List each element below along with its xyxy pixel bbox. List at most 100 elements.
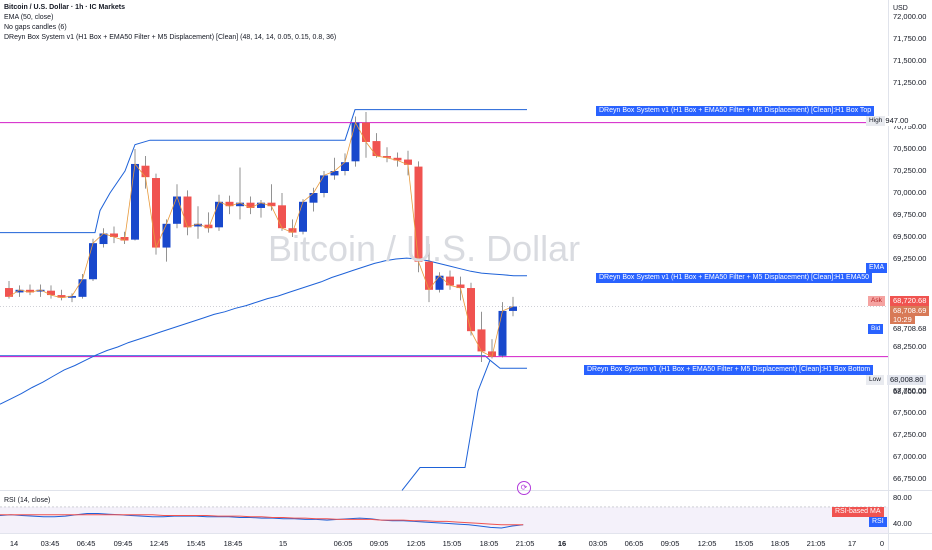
time-axis-label: 09:45 bbox=[113, 539, 133, 548]
time-axis-label: 15 bbox=[278, 539, 288, 548]
candle-body bbox=[57, 295, 66, 298]
candle-body bbox=[414, 166, 423, 262]
candle-body bbox=[47, 290, 55, 296]
price-axis-label: 70,500.00 bbox=[893, 144, 927, 153]
price-axis-label: 66,750.00 bbox=[893, 474, 927, 483]
candle-body bbox=[309, 193, 318, 203]
close-line bbox=[8, 121, 514, 358]
rsi-band bbox=[0, 506, 888, 534]
candle-body bbox=[194, 223, 202, 227]
countdown-tag: 10:29 bbox=[890, 315, 915, 325]
candle-body bbox=[110, 233, 118, 237]
candle-body bbox=[372, 141, 381, 157]
price-axis-label: 69,500.00 bbox=[893, 232, 927, 241]
box-top-line bbox=[0, 109, 527, 234]
price-axis-label: 71,250.00 bbox=[893, 78, 927, 87]
last-price-tag: 68,708.69 bbox=[890, 306, 930, 316]
candle-body bbox=[267, 202, 276, 207]
candle-body bbox=[225, 201, 234, 207]
ema-legend[interactable]: EMA (50, close) bbox=[4, 14, 54, 21]
time-axis-label: 12:05 bbox=[406, 539, 426, 548]
ask-label-tag: Ask bbox=[868, 296, 885, 306]
symbol-watermark: Bitcoin / U.S. Dollar bbox=[268, 228, 581, 269]
time-axis-label: 21:05 bbox=[806, 539, 826, 548]
candle-body bbox=[488, 351, 496, 357]
candle-body bbox=[162, 223, 171, 248]
ema50-line bbox=[0, 257, 527, 405]
price-axis-label: 70,000.00 bbox=[893, 188, 927, 197]
time-axis-label: 03:45 bbox=[40, 539, 60, 548]
candle-body bbox=[141, 165, 150, 178]
bid-value-tag: 68,708.68 bbox=[890, 324, 930, 334]
candle-body bbox=[89, 243, 97, 280]
candle-body bbox=[36, 289, 45, 292]
time-axis-label: 06:05 bbox=[624, 539, 644, 548]
reload-icon[interactable]: ⟳ bbox=[517, 481, 531, 495]
candle-body bbox=[425, 261, 433, 290]
price-axis-label: 67,750.00 bbox=[893, 386, 927, 395]
candle-body bbox=[26, 289, 34, 293]
ema50-tag: DReyn Box System v1 (H1 Box + EMA50 Filt… bbox=[596, 273, 872, 283]
time-axis-label: 12:05 bbox=[697, 539, 717, 548]
price-axis-label: 68,250.00 bbox=[893, 342, 927, 351]
indicator-legend[interactable]: DReyn Box System v1 (H1 Box + EMA50 Filt… bbox=[4, 34, 337, 41]
bid-label-tag: Bid bbox=[868, 324, 884, 334]
time-axis-label: 14 bbox=[9, 539, 19, 548]
low-label-tag: Low bbox=[866, 375, 884, 385]
time-axis-label: 06:05 bbox=[333, 539, 353, 548]
rsi-tag: RSI bbox=[869, 517, 887, 527]
time-axis-label: 15:05 bbox=[734, 539, 754, 548]
time-axis-label: 09:05 bbox=[660, 539, 680, 548]
candle-body bbox=[246, 202, 255, 208]
candle-body bbox=[498, 310, 507, 356]
time-axis-label: 16 bbox=[557, 539, 567, 548]
high-value-tag: 70,947.00 bbox=[872, 116, 912, 126]
price-axis-label: 67,250.00 bbox=[893, 430, 927, 439]
time-axis-label: 18:05 bbox=[479, 539, 499, 548]
candle-body bbox=[341, 162, 349, 171]
candle-body bbox=[446, 276, 454, 286]
time-axis-label: 0 bbox=[879, 539, 885, 548]
price-axis-label: 67,000.00 bbox=[893, 452, 927, 461]
candle-body bbox=[320, 175, 328, 193]
time-axis-label: 21:05 bbox=[515, 539, 535, 548]
candle-body bbox=[68, 295, 76, 298]
price-axis-label: 69,250.00 bbox=[893, 254, 927, 263]
price-axis-label: 68,000.00 bbox=[893, 387, 927, 396]
currency-label[interactable]: USD bbox=[893, 5, 908, 12]
ema-tag: EMA bbox=[866, 263, 888, 273]
main-pane bbox=[0, 0, 888, 490]
rsi-line bbox=[0, 513, 524, 529]
candle-body bbox=[236, 202, 244, 207]
candle-body bbox=[78, 279, 87, 297]
gaps-legend[interactable]: No gaps candles (6) bbox=[4, 24, 67, 31]
high-label-tag: High bbox=[866, 116, 886, 126]
time-axis-label: 18:45 bbox=[223, 539, 243, 548]
candle-body bbox=[215, 201, 223, 228]
candle-body bbox=[257, 202, 265, 208]
candle-body bbox=[330, 171, 339, 176]
candle-body bbox=[278, 205, 286, 229]
candle-body bbox=[131, 163, 139, 240]
candle-body bbox=[393, 157, 402, 161]
candle-body bbox=[404, 159, 412, 165]
time-axis-label: 15:05 bbox=[442, 539, 462, 548]
candle-body bbox=[15, 289, 24, 293]
candle-body bbox=[5, 288, 13, 297]
price-axis-label: 70,750.00 bbox=[893, 122, 927, 131]
symbol-title[interactable]: Bitcoin / U.S. Dollar · 1h · IC Markets bbox=[4, 4, 125, 11]
candle-body bbox=[99, 233, 108, 245]
box-bottom-tag: DReyn Box System v1 (H1 Box + EMA50 Filt… bbox=[584, 365, 874, 375]
displacement-line bbox=[401, 360, 491, 491]
candle-body bbox=[467, 288, 475, 332]
ask-value-tag: 68,720.68 bbox=[890, 296, 930, 306]
candle-body bbox=[152, 178, 160, 248]
time-axis-label: 09:05 bbox=[369, 539, 389, 548]
rsi-ma-tag: RSI-based MA bbox=[832, 507, 884, 517]
time-axis-label: 15:45 bbox=[186, 539, 206, 548]
rsi-legend[interactable]: RSI (14, close) bbox=[4, 497, 51, 504]
candle-body bbox=[362, 122, 370, 142]
time-axis-label: 18:05 bbox=[770, 539, 790, 548]
time-axis-label: 06:45 bbox=[76, 539, 96, 548]
